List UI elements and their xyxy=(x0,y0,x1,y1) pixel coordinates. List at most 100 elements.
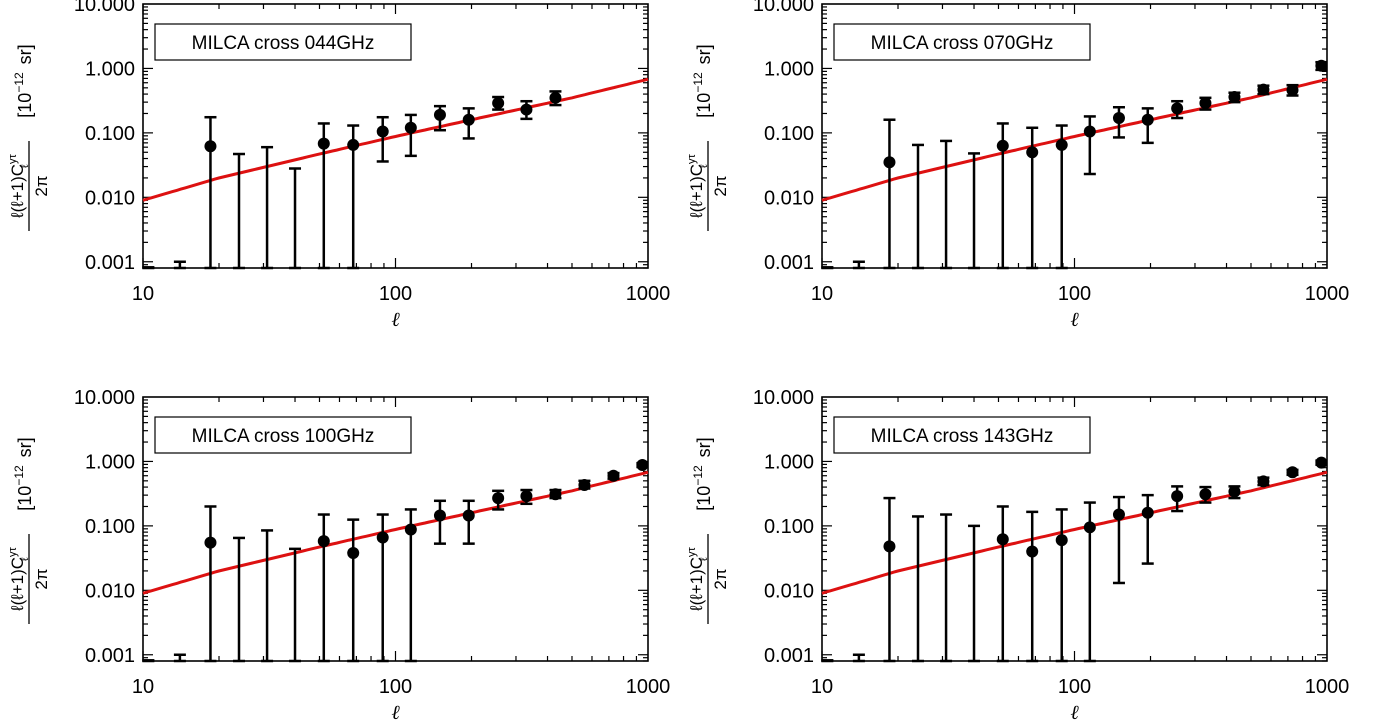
chart-panel-1: 10 100 10000.0010.0100.1001.00010.000ℓℓ(ℓ+… xyxy=(7,0,670,331)
y-label-subscript: ℓ xyxy=(19,557,31,561)
data-point xyxy=(376,531,389,544)
data-point xyxy=(204,536,217,549)
y-tick-label: 0.001 xyxy=(764,252,814,274)
chart-panel-4: 10 100 10000.0010.0100.1001.00010.000ℓℓ(ℓ+… xyxy=(686,387,1349,724)
data-point xyxy=(404,523,417,536)
y-tick-label: 0.100 xyxy=(764,516,814,538)
data-point xyxy=(1141,113,1154,126)
data-point xyxy=(1083,125,1096,138)
data-point xyxy=(433,108,446,121)
title-box xyxy=(833,23,1091,61)
y-unit-suffix: sr] xyxy=(15,44,35,64)
y-unit-exponent: −12 xyxy=(691,72,705,93)
y-tick-label: 0.100 xyxy=(85,123,135,145)
y-label-superscript: yτ xyxy=(7,153,19,164)
data-point xyxy=(492,492,505,505)
data-point xyxy=(317,137,330,150)
data-point xyxy=(204,140,217,153)
y-label-main: ℓ(ℓ+1)C xyxy=(8,164,27,219)
data-point xyxy=(636,459,649,472)
data-point xyxy=(578,479,591,492)
data-point xyxy=(1055,138,1068,151)
x-tick-label: 10 xyxy=(132,676,154,698)
y-tick-label: 1.000 xyxy=(764,58,814,80)
y-tick-label: 0.010 xyxy=(764,580,814,602)
x-axis-label: ℓ xyxy=(391,309,400,331)
data-point xyxy=(1112,112,1125,125)
data-point xyxy=(1199,488,1212,501)
y-unit-prefix: [10 xyxy=(15,93,35,118)
y-label-superscript: yτ xyxy=(686,546,698,557)
y-tick-label: 0.010 xyxy=(85,187,135,209)
y-tick-label: 0.001 xyxy=(764,645,814,667)
title-box xyxy=(154,23,412,61)
chart-title: MILCA cross 100GHz xyxy=(192,426,375,447)
y-unit-exponent: −12 xyxy=(691,465,705,486)
model-curve xyxy=(142,470,649,595)
y-tick-label: 1.000 xyxy=(764,451,814,473)
y-tick-label: 10.000 xyxy=(74,0,135,16)
y-label-superscript: yτ xyxy=(7,546,19,557)
x-tick-label: 100 xyxy=(379,283,412,305)
x-axis-label: ℓ xyxy=(1070,309,1079,331)
y-tick-label: 0.100 xyxy=(85,516,135,538)
y-label-subscript: ℓ xyxy=(698,557,710,561)
data-point xyxy=(520,103,533,116)
data-point xyxy=(1199,97,1212,110)
y-label-main: ℓ(ℓ+1)C xyxy=(8,557,27,612)
y-tick-label: 1.000 xyxy=(85,58,135,80)
data-point xyxy=(1315,59,1328,72)
data-point xyxy=(1026,146,1039,159)
x-tick-label: 1000 xyxy=(626,676,671,698)
y-tick-label: 0.001 xyxy=(85,645,135,667)
data-point xyxy=(996,533,1009,546)
data-point xyxy=(996,139,1009,152)
y-label-subscript: ℓ xyxy=(19,164,31,168)
y-tick-label: 10.000 xyxy=(753,387,814,409)
x-tick-label: 100 xyxy=(1058,676,1091,698)
y-label-unit: [10−12 sr] xyxy=(12,437,35,510)
y-tick-label: 1.000 xyxy=(85,451,135,473)
model-curve xyxy=(821,77,1328,202)
data-point xyxy=(520,490,533,503)
x-tick-label: 10 xyxy=(132,283,154,305)
y-label-numerator: ℓ(ℓ+1)Cyτℓ xyxy=(7,153,31,218)
chart-title: MILCA cross 143GHz xyxy=(871,426,1054,447)
y-label-main: ℓ(ℓ+1)C xyxy=(687,164,706,219)
y-unit-suffix: sr] xyxy=(15,437,35,457)
title-box xyxy=(154,416,412,454)
data-point xyxy=(347,138,360,151)
data-point xyxy=(883,156,896,169)
y-label-numerator: ℓ(ℓ+1)Cyτℓ xyxy=(7,546,31,611)
y-label-unit: [10−12 sr] xyxy=(691,44,714,117)
data-point xyxy=(1257,83,1270,96)
data-point xyxy=(1083,521,1096,534)
data-point xyxy=(1228,91,1241,104)
y-tick-label: 10.000 xyxy=(74,387,135,409)
data-point xyxy=(549,488,562,501)
data-point xyxy=(1257,475,1270,488)
y-label-numerator: ℓ(ℓ+1)Cyτℓ xyxy=(686,546,710,611)
y-label-main: ℓ(ℓ+1)C xyxy=(687,557,706,612)
y-tick-label: 10.000 xyxy=(753,0,814,16)
chart-title: MILCA cross 044GHz xyxy=(192,33,375,54)
model-curve xyxy=(821,470,1328,595)
data-point xyxy=(433,509,446,522)
x-tick-label: 1000 xyxy=(1305,283,1350,305)
data-point xyxy=(1171,102,1184,115)
y-label-subscript: ℓ xyxy=(698,164,710,168)
x-tick-label: 100 xyxy=(379,676,412,698)
x-tick-label: 1000 xyxy=(626,283,671,305)
y-tick-label: 0.010 xyxy=(764,187,814,209)
y-tick-label: 0.001 xyxy=(85,252,135,274)
y-label-unit: [10−12 sr] xyxy=(691,437,714,510)
data-point xyxy=(1315,456,1328,469)
y-unit-suffix: sr] xyxy=(694,44,714,64)
data-point xyxy=(404,121,417,134)
x-tick-label: 10 xyxy=(811,283,833,305)
data-point xyxy=(1286,466,1299,479)
